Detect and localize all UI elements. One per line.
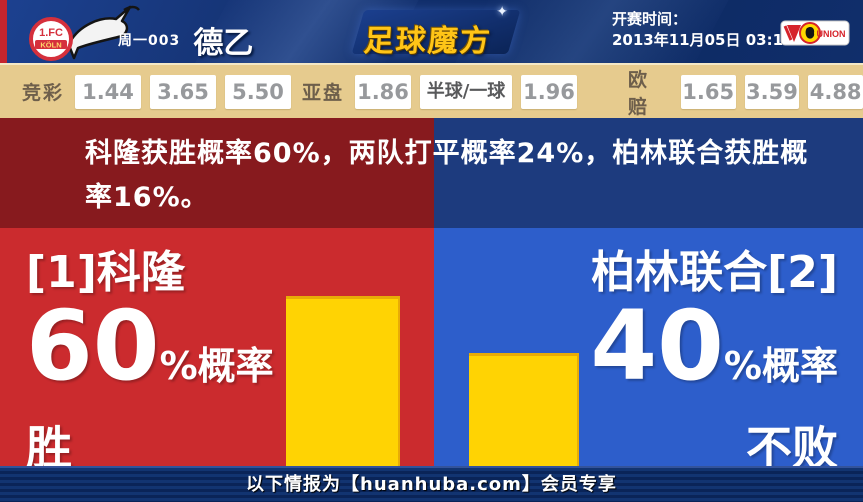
member-exclusive-notice: 以下情报为【huanhuba.com】会员专享 <box>246 474 617 495</box>
odds-group-jingcai: 竞彩 1.44 3.65 5.50 <box>22 65 292 118</box>
match-number-label: 周一003 <box>118 33 181 49</box>
jingcai-away-odds: 5.50 <box>225 74 292 109</box>
league-name: 德乙 <box>193 26 254 61</box>
jingcai-draw-odds: 3.65 <box>150 74 217 109</box>
kickoff-time: 2013年11月05日 03:15 <box>612 31 794 49</box>
left-red-edge-strip <box>0 0 7 63</box>
yapan-away-odds: 1.96 <box>521 74 578 109</box>
koeln-club-badge-icon: 1.FC KÖLN <box>29 5 140 61</box>
away-team-block: 柏林联合[2] 40%概率 不败 <box>590 244 838 478</box>
yapan-home-odds: 1.86 <box>355 74 412 109</box>
probability-summary-text: 科隆获胜概率60%，两队打平概率24%，柏林联合获胜概率16%。 <box>85 138 809 213</box>
brand-logo: 足球魔方 ✦ <box>351 4 522 59</box>
jingcai-label: 竞彩 <box>22 82 65 104</box>
footer: 以下情报为【huanhuba.com】会员专享 <box>0 466 863 502</box>
header: 1.FC KÖLN 周一003 德乙 足球魔方 ✦ 开赛时间： 2013年11月… <box>0 0 863 63</box>
brand-logo-text: 足球魔方 <box>362 24 493 59</box>
odds-group-yapan: 亚盘 1.86 半球/一球 1.96 <box>302 65 578 118</box>
banner-home-background <box>0 118 434 228</box>
home-probability-line: 60%概率 <box>26 298 274 418</box>
probability-banner: 科隆获胜概率60%，两队打平概率24%，柏林联合获胜概率16%。 <box>0 118 863 228</box>
yapan-label: 亚盘 <box>302 82 345 104</box>
oupei-label: 欧赔 <box>628 68 650 118</box>
odds-group-oupei: 欧赔 1.65 3.59 4.88 <box>628 65 863 118</box>
away-probability-bar <box>469 353 579 466</box>
union-berlin-club-badge-icon: UNION <box>780 20 850 46</box>
kickoff-time-block: 开赛时间： 2013年11月05日 03:15 <box>612 9 793 51</box>
oupei-draw-odds: 3.59 <box>744 74 800 109</box>
home-team-name: [1]科隆 <box>26 247 185 298</box>
match-info: 周一003 德乙 <box>118 18 253 62</box>
home-probability-bar <box>286 296 400 466</box>
prediction-chart-area: [1]科隆 60%概率 胜 柏林联合[2] 40%概率 不败 <box>0 228 863 475</box>
home-probability-value: 60 <box>26 290 160 402</box>
away-team-name: 柏林联合[2] <box>591 247 838 298</box>
away-probability-value: 40 <box>590 290 724 402</box>
away-probability-suffix: %概率 <box>723 344 838 388</box>
banner-away-background <box>434 118 863 228</box>
svg-text:UNION: UNION <box>817 29 846 39</box>
jingcai-home-odds: 1.44 <box>75 74 142 109</box>
home-team-block: [1]科隆 60%概率 胜 <box>26 244 274 478</box>
home-probability-suffix: %概率 <box>159 344 274 388</box>
kickoff-label: 开赛时间： <box>612 10 688 28</box>
sparkle-icon: ✦ <box>496 4 508 20</box>
away-probability-line: 40%概率 <box>590 298 838 418</box>
odds-bar: 竞彩 1.44 3.65 5.50 亚盘 1.86 半球/一球 1.96 欧赔 … <box>0 63 863 118</box>
oupei-home-odds: 1.65 <box>680 74 736 109</box>
yapan-handicap: 半球/一球 <box>420 74 513 109</box>
oupei-away-odds: 4.88 <box>808 74 863 109</box>
svg-text:KÖLN: KÖLN <box>40 41 61 50</box>
svg-text:1.FC: 1.FC <box>39 27 63 39</box>
